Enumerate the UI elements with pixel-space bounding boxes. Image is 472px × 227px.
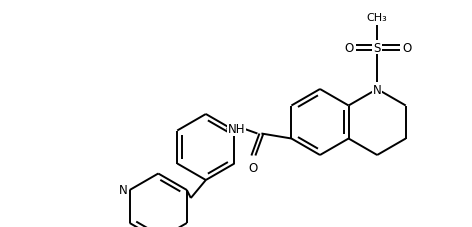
Text: CH₃: CH₃ — [367, 13, 388, 23]
Text: O: O — [345, 41, 354, 54]
Text: N: N — [119, 184, 128, 197]
Text: S: S — [373, 41, 381, 54]
Text: N: N — [373, 83, 381, 96]
Text: O: O — [403, 41, 412, 54]
Text: O: O — [249, 161, 258, 174]
Text: NH: NH — [228, 122, 245, 135]
